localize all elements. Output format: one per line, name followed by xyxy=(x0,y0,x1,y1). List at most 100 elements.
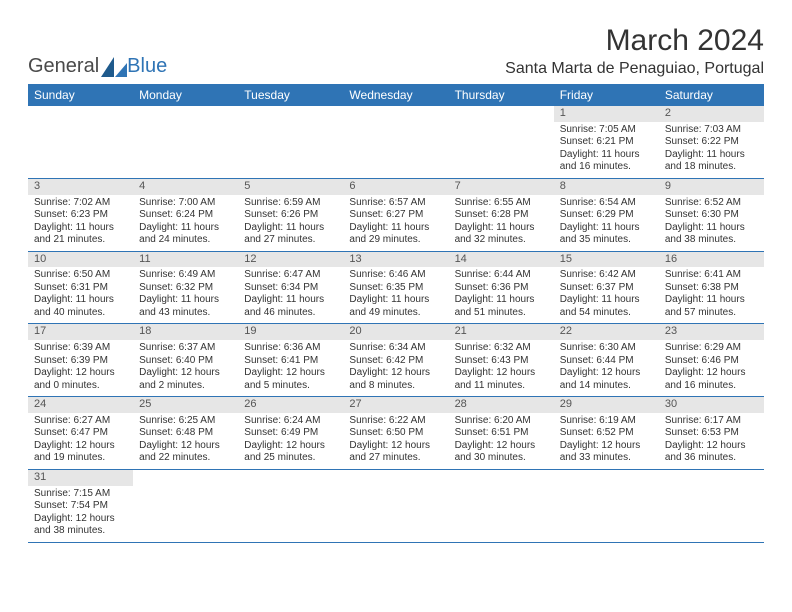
weekday-header: Wednesday xyxy=(343,84,448,106)
calendar-cell: 28Sunrise: 6:20 AMSunset: 6:51 PMDayligh… xyxy=(449,397,554,470)
sunset-line: Sunset: 6:43 PM xyxy=(455,355,548,368)
day-number: 9 xyxy=(659,179,764,195)
sunrise-line: Sunrise: 7:15 AM xyxy=(34,488,127,501)
calendar-cell: 29Sunrise: 6:19 AMSunset: 6:52 PMDayligh… xyxy=(554,397,659,470)
calendar-cell: 4Sunrise: 7:00 AMSunset: 6:24 PMDaylight… xyxy=(133,178,238,251)
day-number: 28 xyxy=(449,397,554,413)
calendar-cell xyxy=(133,469,238,542)
calendar-cell: 17Sunrise: 6:39 AMSunset: 6:39 PMDayligh… xyxy=(28,324,133,397)
daylight-line: Daylight: 12 hours and 11 minutes. xyxy=(455,367,548,392)
sunrise-line: Sunrise: 6:49 AM xyxy=(139,269,232,282)
sunset-line: Sunset: 6:26 PM xyxy=(244,209,337,222)
sunrise-line: Sunrise: 6:59 AM xyxy=(244,197,337,210)
day-body: Sunrise: 6:57 AMSunset: 6:27 PMDaylight:… xyxy=(343,195,448,251)
calendar-cell xyxy=(238,106,343,178)
sunrise-line: Sunrise: 6:44 AM xyxy=(455,269,548,282)
sunset-line: Sunset: 6:37 PM xyxy=(560,282,653,295)
daylight-line: Daylight: 11 hours and 46 minutes. xyxy=(244,294,337,319)
daylight-line: Daylight: 11 hours and 57 minutes. xyxy=(665,294,758,319)
sunrise-line: Sunrise: 7:02 AM xyxy=(34,197,127,210)
sunset-line: Sunset: 6:29 PM xyxy=(560,209,653,222)
day-body: Sunrise: 6:19 AMSunset: 6:52 PMDaylight:… xyxy=(554,413,659,469)
day-number: 8 xyxy=(554,179,659,195)
daylight-line: Daylight: 12 hours and 2 minutes. xyxy=(139,367,232,392)
day-body: Sunrise: 6:27 AMSunset: 6:47 PMDaylight:… xyxy=(28,413,133,469)
sunrise-line: Sunrise: 7:05 AM xyxy=(560,124,653,137)
sunset-line: Sunset: 6:40 PM xyxy=(139,355,232,368)
day-number: 7 xyxy=(449,179,554,195)
sunset-line: Sunset: 6:31 PM xyxy=(34,282,127,295)
day-number: 19 xyxy=(238,324,343,340)
calendar-cell: 22Sunrise: 6:30 AMSunset: 6:44 PMDayligh… xyxy=(554,324,659,397)
daylight-line: Daylight: 11 hours and 35 minutes. xyxy=(560,222,653,247)
calendar-cell: 5Sunrise: 6:59 AMSunset: 6:26 PMDaylight… xyxy=(238,178,343,251)
calendar-cell: 1Sunrise: 7:05 AMSunset: 6:21 PMDaylight… xyxy=(554,106,659,178)
calendar-cell: 23 Sunrise: 6:29 AMSunset: 6:46 PMDayligh… xyxy=(659,324,764,397)
day-body: Sunrise: 6:52 AMSunset: 6:30 PMDaylight:… xyxy=(659,195,764,251)
calendar-cell: 16Sunrise: 6:41 AMSunset: 6:38 PMDayligh… xyxy=(659,251,764,324)
daylight-line: Daylight: 11 hours and 21 minutes. xyxy=(34,222,127,247)
sunrise-line: Sunrise: 7:00 AM xyxy=(139,197,232,210)
sunset-line: Sunset: 6:30 PM xyxy=(665,209,758,222)
sunset-line: Sunset: 6:52 PM xyxy=(560,427,653,440)
daylight-line: Daylight: 11 hours and 38 minutes. xyxy=(665,222,758,247)
day-body: Sunrise: 6:46 AMSunset: 6:35 PMDaylight:… xyxy=(343,267,448,323)
daylight-line: Daylight: 12 hours and 38 minutes. xyxy=(34,513,127,538)
logo-text-general: General xyxy=(28,55,99,77)
daylight-line: Daylight: 11 hours and 43 minutes. xyxy=(139,294,232,319)
sunrise-line: Sunrise: 6:39 AM xyxy=(34,342,127,355)
calendar-table: SundayMondayTuesdayWednesdayThursdayFrid… xyxy=(28,84,764,543)
calendar-cell: 25Sunrise: 6:25 AMSunset: 6:48 PMDayligh… xyxy=(133,397,238,470)
day-body: Sunrise: 6:59 AMSunset: 6:26 PMDaylight:… xyxy=(238,195,343,251)
day-number: 10 xyxy=(28,252,133,268)
day-body: Sunrise: 7:02 AMSunset: 6:23 PMDaylight:… xyxy=(28,195,133,251)
daylight-line: Daylight: 11 hours and 32 minutes. xyxy=(455,222,548,247)
sunset-line: Sunset: 6:41 PM xyxy=(244,355,337,368)
calendar-cell xyxy=(133,106,238,178)
sunset-line: Sunset: 6:22 PM xyxy=(665,136,758,149)
calendar-cell: 12Sunrise: 6:47 AMSunset: 6:34 PMDayligh… xyxy=(238,251,343,324)
daylight-line: Daylight: 12 hours and 25 minutes. xyxy=(244,440,337,465)
calendar-cell xyxy=(554,469,659,542)
sunrise-line: Sunrise: 6:29 AM xyxy=(665,342,758,355)
sunrise-line: Sunrise: 6:22 AM xyxy=(349,415,442,428)
sunrise-line: Sunrise: 6:25 AM xyxy=(139,415,232,428)
sunrise-line: Sunrise: 6:55 AM xyxy=(455,197,548,210)
calendar-cell: 20Sunrise: 6:34 AMSunset: 6:42 PMDayligh… xyxy=(343,324,448,397)
sunrise-line: Sunrise: 6:19 AM xyxy=(560,415,653,428)
daylight-line: Daylight: 12 hours and 16 minutes. xyxy=(665,367,758,392)
logo-text-blue: Blue xyxy=(127,55,167,78)
month-title: March 2024 xyxy=(505,24,764,58)
day-number: 12 xyxy=(238,252,343,268)
day-number: 30 xyxy=(659,397,764,413)
day-body: Sunrise: 6:55 AMSunset: 6:28 PMDaylight:… xyxy=(449,195,554,251)
day-body: Sunrise: 7:05 AMSunset: 6:21 PMDaylight:… xyxy=(554,122,659,178)
daylight-line: Daylight: 12 hours and 22 minutes. xyxy=(139,440,232,465)
calendar-cell: 31Sunrise: 7:15 AMSunset: 7:54 PMDayligh… xyxy=(28,469,133,542)
sunset-line: Sunset: 6:51 PM xyxy=(455,427,548,440)
day-body: Sunrise: 6:17 AMSunset: 6:53 PMDaylight:… xyxy=(659,413,764,469)
calendar-cell: 30Sunrise: 6:17 AMSunset: 6:53 PMDayligh… xyxy=(659,397,764,470)
day-body: Sunrise: 6:47 AMSunset: 6:34 PMDaylight:… xyxy=(238,267,343,323)
day-number: 27 xyxy=(343,397,448,413)
day-body: Sunrise: 6:49 AMSunset: 6:32 PMDaylight:… xyxy=(133,267,238,323)
sunrise-line: Sunrise: 7:03 AM xyxy=(665,124,758,137)
daylight-line: Daylight: 12 hours and 27 minutes. xyxy=(349,440,442,465)
day-number: 29 xyxy=(554,397,659,413)
calendar-cell: 6Sunrise: 6:57 AMSunset: 6:27 PMDaylight… xyxy=(343,178,448,251)
day-number: 4 xyxy=(133,179,238,195)
day-body: Sunrise: 6:41 AMSunset: 6:38 PMDaylight:… xyxy=(659,267,764,323)
sunrise-line: Sunrise: 6:57 AM xyxy=(349,197,442,210)
daylight-line: Daylight: 12 hours and 5 minutes. xyxy=(244,367,337,392)
calendar-cell: 7Sunrise: 6:55 AMSunset: 6:28 PMDaylight… xyxy=(449,178,554,251)
sunset-line: Sunset: 6:46 PM xyxy=(665,355,758,368)
sunset-line: Sunset: 6:27 PM xyxy=(349,209,442,222)
day-number: 23 xyxy=(659,324,764,340)
sunset-line: Sunset: 6:35 PM xyxy=(349,282,442,295)
sunset-line: Sunset: 6:39 PM xyxy=(34,355,127,368)
sunset-line: Sunset: 6:49 PM xyxy=(244,427,337,440)
day-body: Sunrise: 7:15 AMSunset: 7:54 PMDaylight:… xyxy=(28,486,133,542)
sunrise-line: Sunrise: 6:52 AM xyxy=(665,197,758,210)
sunrise-line: Sunrise: 6:27 AM xyxy=(34,415,127,428)
day-number: 31 xyxy=(28,470,133,486)
